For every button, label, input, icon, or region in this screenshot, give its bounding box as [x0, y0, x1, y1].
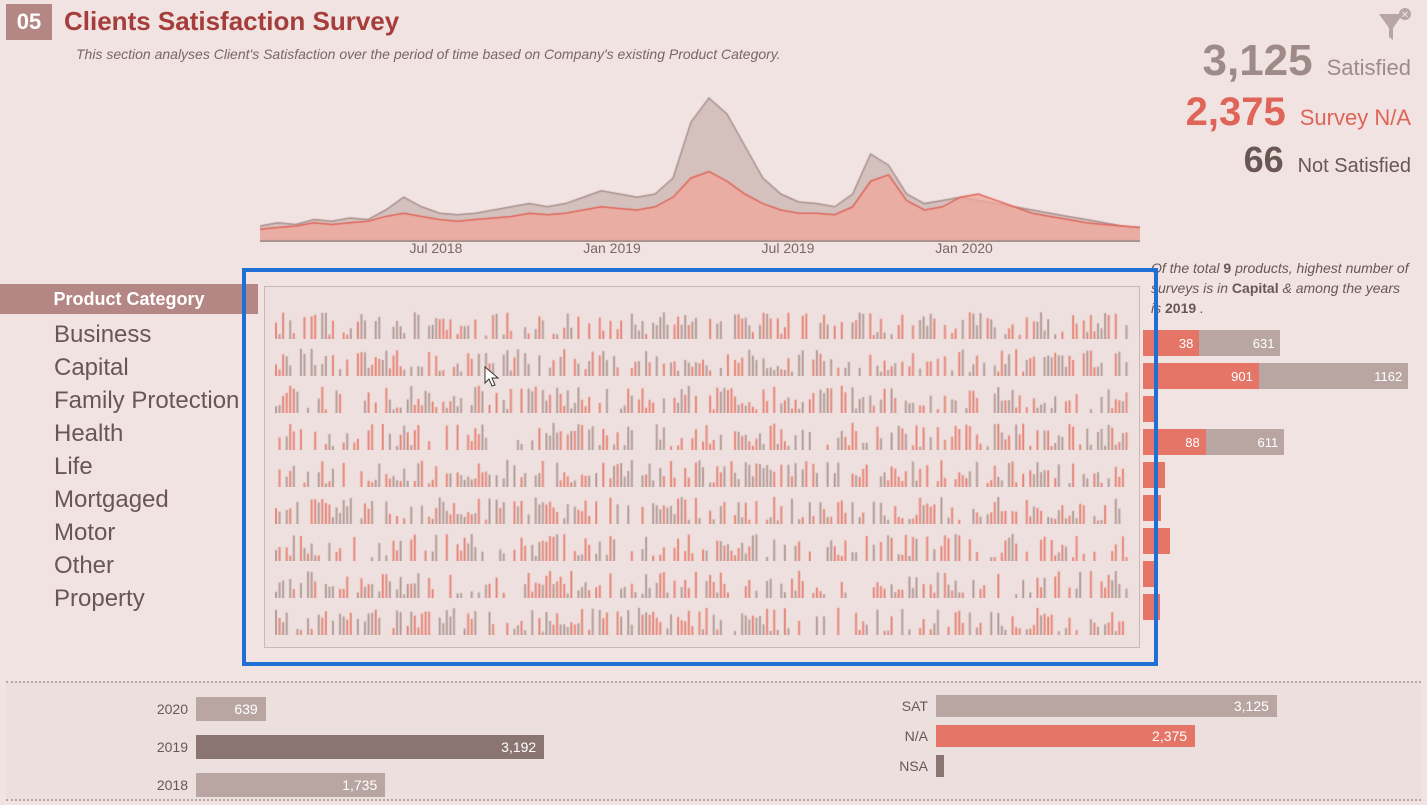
year-bar-row: 20193,192 [146, 729, 706, 765]
x-axis-label: Jul 2019 [762, 240, 815, 256]
category-bar-row [1143, 462, 1413, 488]
page-title: Clients Satisfaction Survey [64, 6, 399, 37]
bar-segment: 1162 [1259, 363, 1408, 389]
category-item[interactable]: Property [54, 582, 254, 615]
category-item[interactable]: Motor [54, 516, 254, 549]
sparkline-row [275, 453, 1129, 487]
kpi-label: Not Satisfied [1298, 155, 1411, 178]
x-axis-label: Jan 2019 [583, 240, 641, 256]
timeline-x-axis: Jul 2018 Jan 2019 Jul 2019 Jan 2020 [260, 240, 1140, 260]
kpi-block: 3,125 Satisfied 2,375 Survey N/A 66 Not Satis… [1141, 36, 1411, 185]
sparkline-row [275, 379, 1129, 413]
sparkline-row [275, 342, 1129, 376]
category-bar-row [1143, 528, 1413, 554]
satisfaction-bars[interactable]: SAT3,125N/A2,375NSA [886, 691, 1406, 781]
bottom-panel: 202063920193,19220181,735 SAT3,125N/A2,3… [6, 681, 1421, 801]
category-list: BusinessCapitalFamily ProtectionHealthLi… [54, 318, 254, 615]
bar-segment [1143, 594, 1160, 620]
svg-text:✕: ✕ [1401, 10, 1409, 21]
category-header: Product Category [0, 284, 258, 314]
category-bar-row [1143, 495, 1413, 521]
x-axis-label: Jul 2018 [410, 240, 463, 256]
category-bar-row: 9011162 [1143, 363, 1413, 389]
category-item[interactable]: Mortgaged [54, 483, 254, 516]
narrative-year: 2019 [1165, 300, 1196, 316]
narrative-category: Capital [1232, 280, 1279, 296]
kpi-row: 3,125 Satisfied [1141, 36, 1411, 86]
category-bar-row: 38631 [1143, 330, 1413, 356]
kpi-value: 3,125 [1203, 36, 1313, 86]
kpi-value: 66 [1244, 139, 1284, 181]
year-label: 2019 [146, 739, 196, 755]
narrative-count: 9 [1223, 260, 1231, 276]
sat-bar-row: N/A2,375 [886, 721, 1406, 751]
narrative-part: Of the total [1151, 260, 1223, 276]
bar-segment [1143, 561, 1156, 587]
bar-segment: 38 [1143, 330, 1199, 356]
bar-segment: 88 [1143, 429, 1206, 455]
narrative-text: Of the total 9 products, highest number … [1151, 258, 1409, 318]
category-item[interactable]: Family Protection [54, 384, 254, 417]
bar-segment: 901 [1143, 363, 1259, 389]
year-bar: 639 [196, 697, 266, 721]
category-item[interactable]: Health [54, 417, 254, 450]
year-bar: 1,735 [196, 773, 385, 797]
year-bar-row: 2020639 [146, 691, 706, 727]
page-number-badge: 05 [6, 4, 52, 40]
category-item[interactable]: Capital [54, 351, 254, 384]
narrative-part: . [1200, 300, 1204, 316]
sparkline-row [275, 305, 1129, 339]
bar-segment [1143, 495, 1161, 521]
year-bar-row: 20181,735 [146, 767, 706, 803]
x-axis-label: Jan 2020 [935, 240, 993, 256]
category-item[interactable]: Business [54, 318, 254, 351]
category-bars[interactable]: 38631 9011162 88611 [1143, 330, 1413, 627]
sparkline-row [275, 490, 1129, 524]
sparkline-row [275, 601, 1129, 635]
category-bar-row [1143, 594, 1413, 620]
sat-bar [936, 755, 944, 777]
sat-label: N/A [886, 728, 936, 744]
category-bar-row [1143, 561, 1413, 587]
page-subtitle: This section analyses Client's Satisfact… [76, 46, 781, 62]
year-label: 2018 [146, 777, 196, 793]
category-item[interactable]: Other [54, 549, 254, 582]
sparkline-row [275, 564, 1129, 598]
timeline-area-chart[interactable] [260, 82, 1140, 262]
bar-segment: 631 [1199, 330, 1280, 356]
sat-bar-row: NSA [886, 751, 1406, 781]
sat-bar: 2,375 [936, 725, 1195, 747]
sparkline-row [275, 416, 1129, 450]
bar-segment: 611 [1206, 429, 1285, 455]
category-bar-row [1143, 396, 1413, 422]
bar-segment [1143, 462, 1165, 488]
kpi-row: 66 Not Satisfied [1141, 139, 1411, 181]
sat-label: SAT [886, 698, 936, 714]
category-item[interactable]: Life [54, 450, 254, 483]
sparkline-row [275, 527, 1129, 561]
category-bar-row: 88611 [1143, 429, 1413, 455]
sparkline-panel[interactable] [264, 286, 1140, 648]
kpi-row: 2,375 Survey N/A [1141, 90, 1411, 135]
kpi-value: 2,375 [1186, 90, 1286, 135]
kpi-label: Survey N/A [1300, 105, 1411, 131]
bar-segment [1143, 396, 1158, 422]
bar-segment [1143, 528, 1170, 554]
year-bars[interactable]: 202063920193,19220181,735 [146, 691, 706, 805]
year-bar: 3,192 [196, 735, 544, 759]
year-label: 2020 [146, 701, 196, 717]
sat-label: NSA [886, 758, 936, 774]
kpi-label: Satisfied [1327, 55, 1411, 81]
sat-bar-row: SAT3,125 [886, 691, 1406, 721]
sat-bar: 3,125 [936, 695, 1277, 717]
